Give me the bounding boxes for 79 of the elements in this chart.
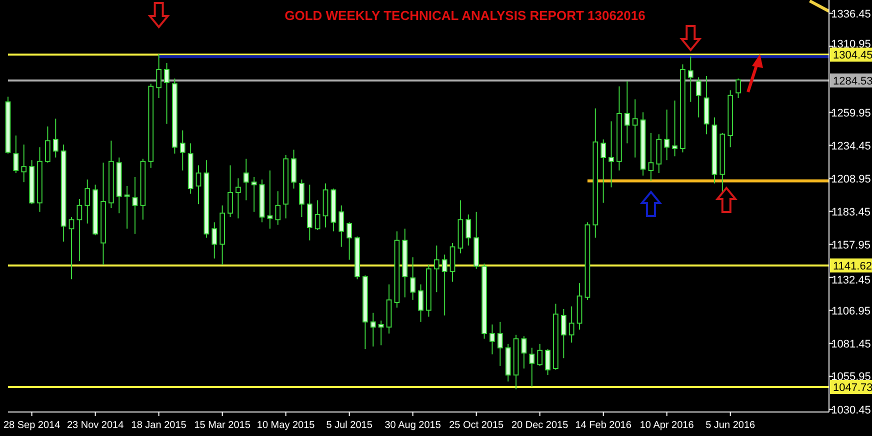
candlestick (434, 245, 440, 293)
ref-line-label: 1304.45 (833, 50, 872, 62)
candlestick (568, 306, 574, 344)
x-tick-label: 25 Oct 2015 (449, 420, 504, 431)
x-tick-label: 10 May 2015 (256, 420, 316, 431)
candlestick (306, 184, 312, 241)
candlestick (736, 78, 741, 98)
candlestick (466, 214, 472, 246)
y-tick-label: 1234.45 (831, 140, 871, 152)
candlestick (672, 100, 678, 157)
candlestick (164, 62, 170, 124)
candlestick (21, 144, 27, 183)
candlestick (314, 200, 320, 231)
y-tick-label: 1208.95 (831, 173, 871, 186)
x-tick-label: 23 Nov 2014 (66, 420, 124, 431)
candlestick (529, 347, 535, 388)
candlestick (291, 149, 296, 190)
y-tick-label: 1157.95 (832, 239, 870, 252)
candlestick (560, 308, 566, 359)
y-tick-label: 1106.95 (832, 305, 870, 318)
text: GOLD WEEKLY TECHNICAL ANALYSIS REPORT 13062016 (284, 8, 646, 23)
candlestick (608, 120, 614, 188)
x-tick-label: 15 Mar 2015 (194, 420, 251, 431)
x-tick-label: 5 Jun 2016 (706, 420, 756, 431)
candlestick (545, 348, 550, 376)
candlestick (196, 164, 202, 205)
candlestick (632, 98, 638, 158)
candlestick (299, 179, 304, 218)
x-tick-label: 18 Jan 2015 (131, 420, 187, 431)
candlestick (13, 135, 19, 174)
y-tick-label: 1030.45 (831, 404, 871, 416)
ref-line-label: 1141.62 (833, 260, 872, 272)
y-tick-label: 1183.45 (832, 206, 870, 218)
candlestick (418, 284, 424, 322)
y-tick-label: 1259.95 (831, 107, 871, 120)
candlestick (370, 312, 376, 348)
candlestick (156, 53, 162, 98)
candlestick (624, 80, 630, 144)
candlestick (346, 222, 352, 260)
candlestick (243, 158, 249, 201)
y-tick-label: 1081.45 (831, 338, 871, 350)
candlestick (212, 222, 218, 259)
candlestick (236, 178, 241, 219)
candlestick (132, 176, 138, 234)
candlestick (490, 324, 495, 355)
x-tick-label: 28 Sep 2014 (3, 420, 61, 431)
candlestick (664, 109, 670, 161)
ref-line-label: 1284.53 (833, 75, 872, 88)
candlestick (180, 130, 186, 171)
candlestick (648, 132, 654, 182)
candlestick (600, 138, 606, 204)
y-tick-label: 1132.45 (832, 274, 870, 286)
y-tick-label: 1055.95 (831, 370, 871, 383)
candlestick (497, 321, 503, 366)
candlestick (68, 216, 74, 280)
x-tick-label: 5 Jul 2015 (326, 420, 373, 431)
y-tick-label: 1336.45 (831, 8, 871, 20)
ref-line-label: 1047.73 (833, 382, 872, 394)
candlestick (45, 126, 50, 164)
candlestick (228, 164, 233, 218)
candlestick (378, 320, 384, 346)
x-tick-label: 20 Dec 2015 (511, 420, 569, 431)
candlestick (267, 170, 273, 230)
candlestick (410, 256, 416, 300)
candlestick (84, 179, 90, 224)
candlestick (442, 254, 448, 316)
candlestick (124, 186, 130, 230)
candlestick (688, 56, 694, 102)
x-tick-label: 10 Apr 2016 (640, 420, 694, 431)
candlestick (275, 190, 281, 226)
x-tick-label: 14 Feb 2016 (575, 420, 632, 431)
candlestick (52, 118, 58, 158)
x-tick-label: 30 Aug 2015 (384, 420, 442, 431)
candlestick (521, 336, 527, 370)
candlestick (251, 176, 257, 212)
candlestick (338, 204, 344, 248)
candlestick (537, 343, 543, 366)
candlestick (76, 198, 82, 262)
candlestick (696, 76, 702, 118)
